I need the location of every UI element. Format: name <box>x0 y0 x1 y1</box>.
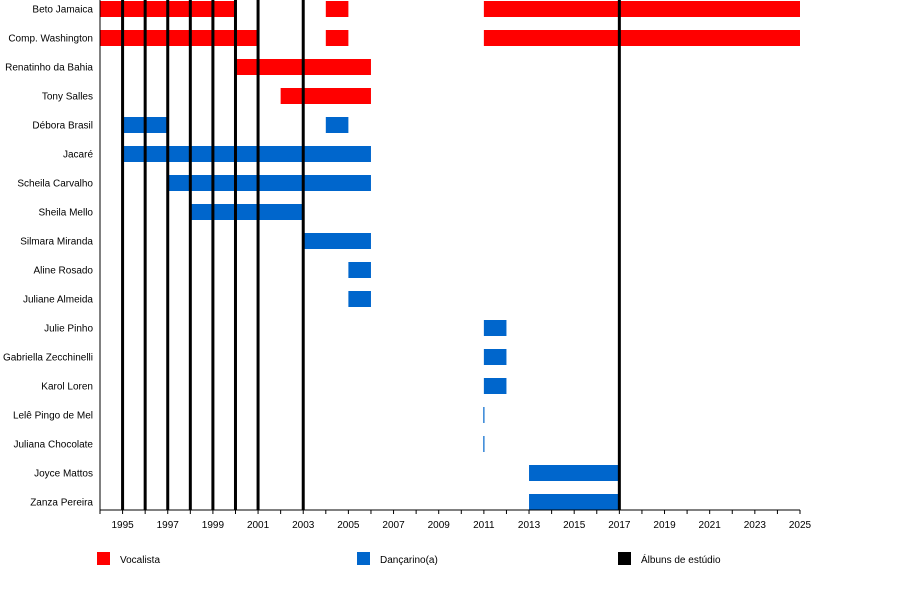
member-label: Aline Rosado <box>34 266 94 277</box>
x-tick-label: 2005 <box>337 520 360 531</box>
x-axis: 1995 1997 1999 2001 2003 2005 2007 2009 2011 2013… <box>99 0 812 531</box>
member-label: Juliane Almeida <box>23 295 93 306</box>
member-bar <box>483 30 800 46</box>
legend-swatch <box>97 552 110 565</box>
x-tick-label: 2007 <box>382 520 405 531</box>
x-tick-label: 2003 <box>292 520 315 531</box>
member-label: Julie Pinho <box>44 324 93 335</box>
member-label: Scheila Carvalho <box>17 179 93 190</box>
x-tick-label: 2009 <box>428 520 451 531</box>
member-bar <box>100 30 259 46</box>
legend-label: Álbuns de estúdio <box>641 553 721 566</box>
member-label: Zanza Pereira <box>30 498 93 509</box>
x-tick-label: 2017 <box>608 520 631 531</box>
member-label: Jacaré <box>63 150 93 161</box>
member-bar <box>303 233 371 249</box>
member-bar <box>325 30 349 46</box>
member-label: Renatinho da Bahia <box>5 63 93 74</box>
x-tick-label: 2021 <box>699 520 722 531</box>
member-bar <box>483 378 507 394</box>
member-bar <box>325 1 349 17</box>
album-lines-layer <box>121 0 621 510</box>
member-bar <box>529 494 620 510</box>
member-label: Lelê Pingo de Mel <box>13 411 93 422</box>
member-labels: Beto Jamaica Comp. Washington Renatinho da… <box>3 5 93 509</box>
member-label: Gabriella Zecchinelli <box>3 353 93 364</box>
member-label: Karol Loren <box>41 382 93 393</box>
legend-swatch <box>618 552 631 565</box>
legend-label: Vocalista <box>120 555 160 566</box>
x-tick-label: 2013 <box>518 520 541 531</box>
member-bar <box>483 349 507 365</box>
x-tick-label: 1997 <box>157 520 180 531</box>
member-bar <box>348 262 371 278</box>
member-bar <box>325 117 349 133</box>
member-label: Débora Brasil <box>32 121 93 132</box>
member-bar <box>167 175 371 191</box>
member-label: Joyce Mattos <box>34 469 93 480</box>
member-label: Silmara Miranda <box>20 237 93 248</box>
x-tick-label: 1999 <box>202 520 225 531</box>
member-bar <box>280 88 371 104</box>
bars-layer <box>100 1 800 510</box>
member-bar <box>483 320 507 336</box>
legend-label: Dançarino(a) <box>380 555 438 566</box>
member-bar <box>529 465 620 481</box>
member-label: Sheila Mello <box>39 208 94 219</box>
member-bar <box>348 291 371 307</box>
x-tick-label: 2015 <box>563 520 586 531</box>
member-label: Comp. Washington <box>8 34 93 45</box>
x-tick-label: 2025 <box>789 520 812 531</box>
x-tick-label: 2011 <box>473 520 495 531</box>
member-bar <box>122 146 371 162</box>
member-label: Tony Salles <box>42 92 93 103</box>
member-label: Juliana Chocolate <box>14 440 94 451</box>
legend: Vocalista Dançarino(a) Álbuns de estúdio <box>97 552 721 566</box>
member-bar <box>483 1 800 17</box>
x-tick-label: 1995 <box>111 520 134 531</box>
x-tick-label: 2001 <box>247 520 270 531</box>
x-tick-label: 2019 <box>653 520 676 531</box>
member-bar <box>190 204 304 220</box>
legend-swatch <box>357 552 370 565</box>
x-tick-label: 2023 <box>744 520 767 531</box>
member-label: Beto Jamaica <box>32 5 93 16</box>
